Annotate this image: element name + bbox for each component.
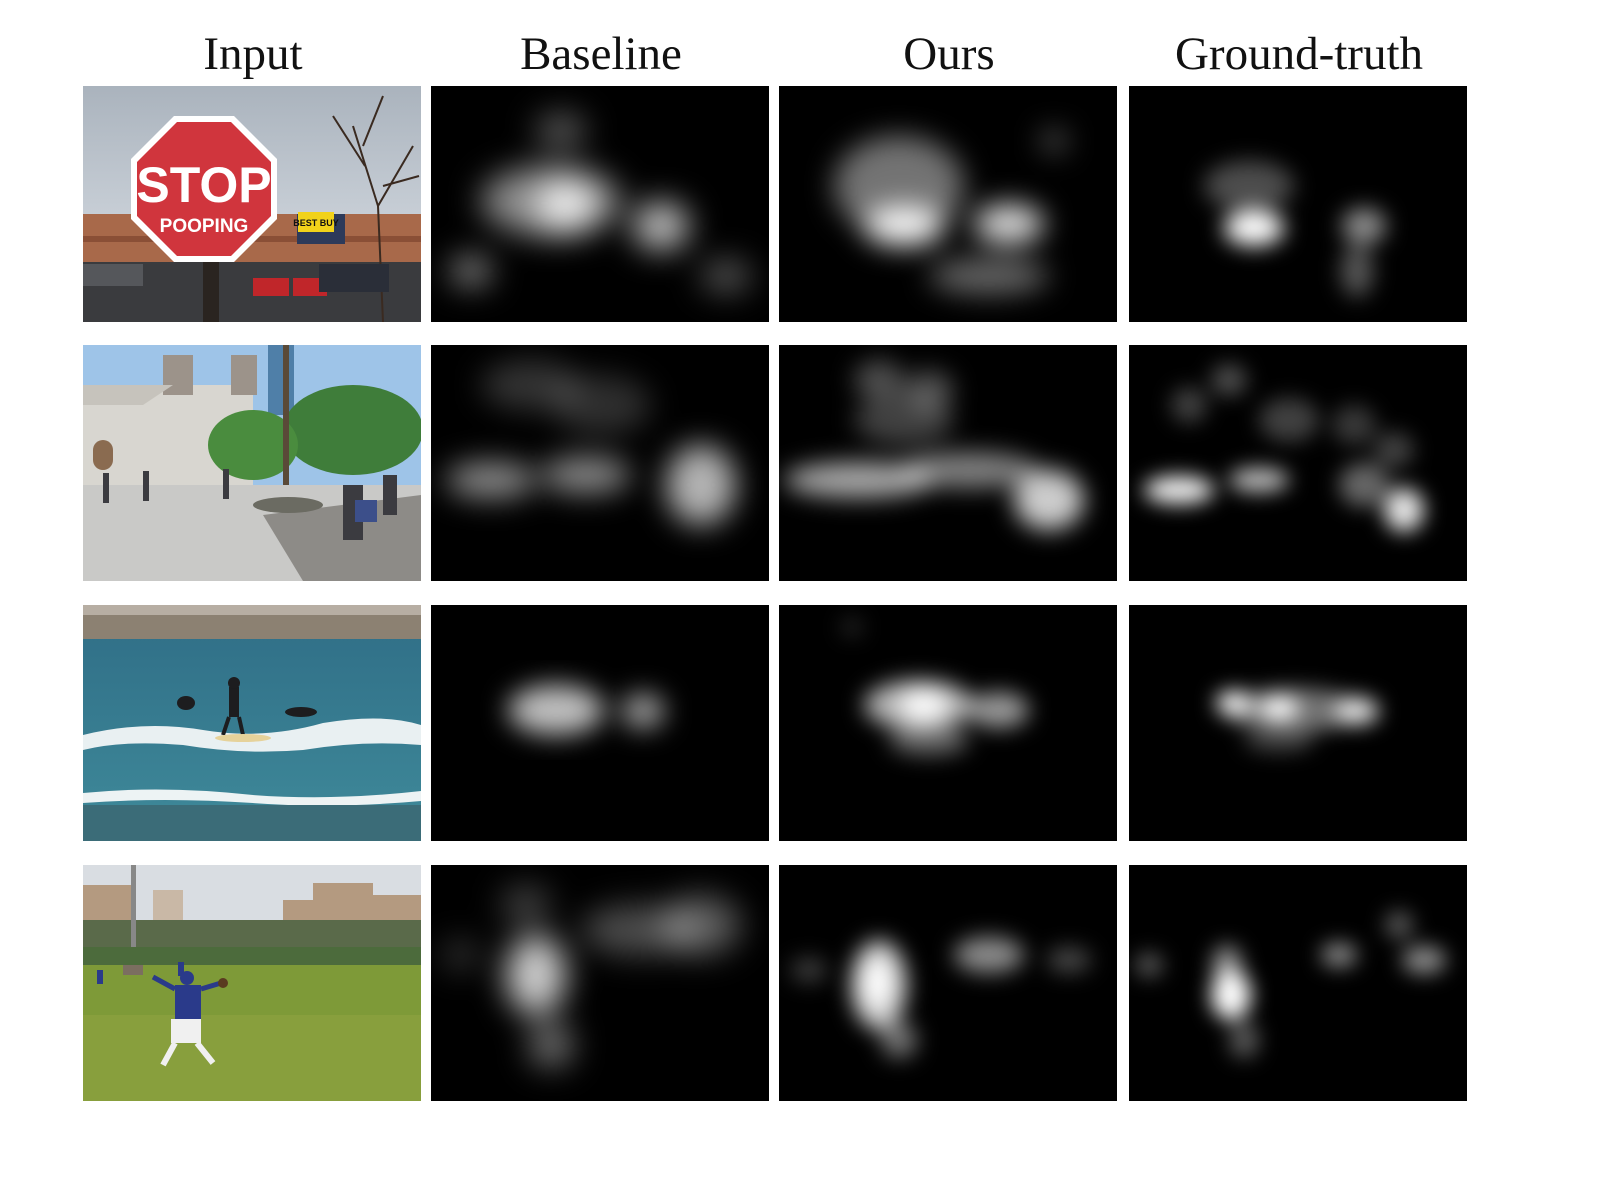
store-sign-text: BEST BUY — [293, 218, 339, 228]
input-image-surfing — [83, 605, 421, 841]
saliency-map-ground-truth-plaza — [1129, 345, 1467, 581]
saliency-map-baseline-surfing — [431, 605, 769, 841]
stop-sign-text: STOP — [136, 157, 271, 213]
saliency-map-ours-baseball — [779, 865, 1117, 1101]
saliency-map-ours-stop-sign — [779, 86, 1117, 322]
saliency-map-ground-truth-baseball — [1129, 865, 1467, 1101]
saliency-map-ours-surfing — [779, 605, 1117, 841]
column-header-input: Input — [203, 28, 303, 80]
saliency-map-ground-truth-stop-sign — [1129, 86, 1467, 322]
saliency-map-baseline-plaza — [431, 345, 769, 581]
saliency-map-ground-truth-surfing — [1129, 605, 1467, 841]
saliency-map-baseline-baseball — [431, 865, 769, 1101]
input-image-plaza — [83, 345, 421, 581]
saliency-map-ours-plaza — [779, 345, 1117, 581]
input-image-baseball — [83, 865, 421, 1101]
stop-sign-subtext: POOPING — [160, 216, 249, 237]
column-header-ground-truth: Ground-truth — [1174, 28, 1423, 80]
saliency-map-baseline-stop-sign — [431, 86, 769, 322]
column-header-ours: Ours — [903, 28, 995, 80]
column-header-baseline: Baseline — [520, 28, 682, 80]
input-image-stop-sign: BEST BUY STOP POOPING — [83, 86, 421, 322]
